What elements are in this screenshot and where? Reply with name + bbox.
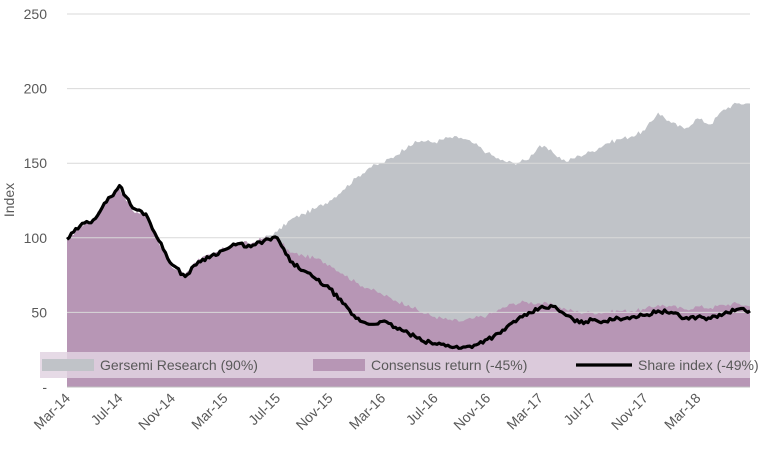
x-tick-label: Jul-15 [245, 390, 283, 428]
y-tick-label: 50 [31, 304, 47, 320]
x-tick-label: Jul-14 [87, 390, 125, 428]
x-tick-label: Mar-14 [30, 390, 73, 433]
legend-swatch-0 [42, 359, 94, 371]
y-tick-label: 250 [24, 6, 48, 22]
x-tick-label: Jul-17 [560, 390, 598, 428]
x-tick-label: Nov-16 [450, 390, 493, 433]
legend-label-2: Share index (-49%) [638, 357, 759, 373]
legend: Gersemi Research (90%) Consensus return (… [40, 352, 759, 378]
y-axis-title: Index [1, 183, 17, 217]
x-tick-label: Jul-16 [403, 390, 441, 428]
x-tick-label: Mar-17 [503, 390, 546, 433]
legend-label-0: Gersemi Research (90%) [100, 357, 258, 373]
y-tick-label: 100 [24, 230, 48, 246]
x-tick-label: Nov-15 [293, 390, 336, 433]
y-tick-label: 150 [24, 155, 48, 171]
y-tick-label: 200 [24, 81, 48, 97]
area-layer [67, 102, 750, 387]
x-tick-label: Mar-18 [661, 390, 704, 433]
area-series-1 [67, 188, 750, 387]
y-tick-label: - [42, 379, 47, 395]
gridlines [67, 13, 750, 313]
line-layer [66, 184, 751, 350]
line-series-share-index [66, 184, 751, 350]
x-tick-label: Nov-14 [135, 390, 178, 433]
legend-swatch-1 [313, 359, 365, 371]
x-tick-label: Nov-17 [608, 390, 651, 433]
legend-label-1: Consensus return (-45%) [371, 357, 527, 373]
x-tick-label: Mar-16 [346, 390, 389, 433]
x-tick-label: Mar-15 [188, 390, 231, 433]
